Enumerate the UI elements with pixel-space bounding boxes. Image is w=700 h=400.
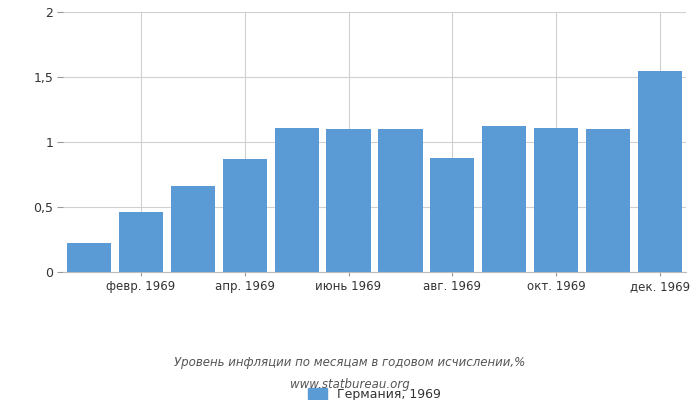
Bar (119, 212, 163, 272)
Bar (274, 128, 319, 272)
Text: www.statbureau.org: www.statbureau.org (290, 378, 410, 391)
Bar (638, 70, 682, 272)
Bar (482, 126, 526, 272)
Bar (171, 186, 215, 272)
Bar (379, 129, 423, 272)
Bar (67, 243, 111, 272)
Legend: Германия, 1969: Германия, 1969 (308, 388, 441, 400)
Bar (534, 128, 578, 272)
Bar (430, 158, 475, 272)
Bar (223, 159, 267, 272)
Bar (326, 129, 370, 272)
Bar (586, 129, 630, 272)
Text: Уровень инфляции по месяцам в годовом исчислении,%: Уровень инфляции по месяцам в годовом ис… (174, 356, 526, 369)
